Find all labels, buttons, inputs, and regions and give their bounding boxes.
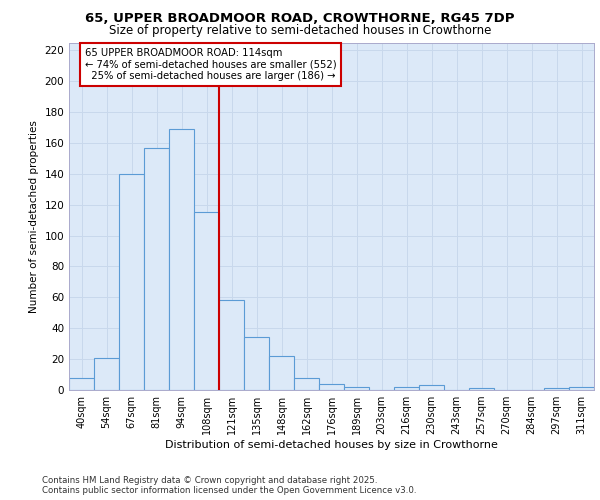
Bar [469, 388, 494, 390]
Bar [219, 300, 244, 390]
Bar [269, 356, 294, 390]
Bar [294, 378, 319, 390]
Bar [244, 338, 269, 390]
Text: 65 UPPER BROADMOOR ROAD: 114sqm
← 74% of semi-detached houses are smaller (552)
: 65 UPPER BROADMOOR ROAD: 114sqm ← 74% of… [85, 48, 337, 81]
Bar [119, 174, 144, 390]
Bar [194, 212, 219, 390]
Bar [394, 387, 419, 390]
Bar [94, 358, 119, 390]
Bar [144, 148, 169, 390]
Text: Contains HM Land Registry data © Crown copyright and database right 2025.
Contai: Contains HM Land Registry data © Crown c… [42, 476, 416, 495]
Bar [344, 387, 369, 390]
X-axis label: Distribution of semi-detached houses by size in Crowthorne: Distribution of semi-detached houses by … [165, 440, 498, 450]
Bar [69, 378, 94, 390]
Bar [544, 388, 569, 390]
Bar [319, 384, 344, 390]
Bar [569, 387, 594, 390]
Y-axis label: Number of semi-detached properties: Number of semi-detached properties [29, 120, 39, 312]
Text: Size of property relative to semi-detached houses in Crowthorne: Size of property relative to semi-detach… [109, 24, 491, 37]
Bar [169, 129, 194, 390]
Text: 65, UPPER BROADMOOR ROAD, CROWTHORNE, RG45 7DP: 65, UPPER BROADMOOR ROAD, CROWTHORNE, RG… [85, 12, 515, 26]
Bar [419, 386, 444, 390]
